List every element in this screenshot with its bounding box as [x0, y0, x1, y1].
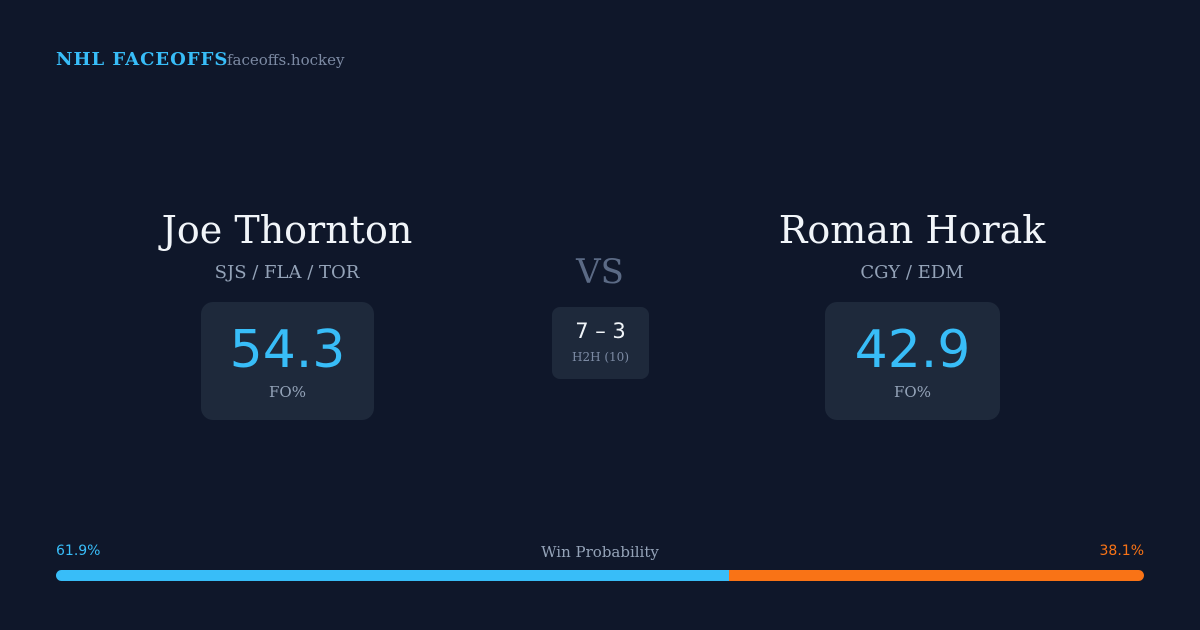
- win-prob-bar: [56, 570, 1144, 581]
- stat-value: 42.9: [854, 320, 971, 380]
- win-prob-title: Win Probability: [541, 543, 659, 561]
- site-link[interactable]: faceoffs.hockey: [227, 51, 345, 69]
- player-teams: SJS / FLA / TOR: [214, 262, 360, 283]
- win-prob-segment: [56, 570, 730, 581]
- player-name: Roman Horak: [778, 208, 1046, 252]
- brand: NHL FACEOFFS: [56, 49, 229, 70]
- stat-value: 54.3: [229, 320, 346, 380]
- stat-box: 42.9 FO%: [825, 302, 1000, 420]
- win-prob-segment: [729, 570, 1144, 581]
- versus: VS: [576, 252, 624, 292]
- stat-label: FO%: [269, 383, 306, 401]
- h2h-box: 7 – 3 H2H (10): [552, 307, 649, 379]
- stat-box: 54.3 FO%: [201, 302, 374, 420]
- h2h-label: H2H (10): [571, 350, 629, 364]
- player-name: Joe Thornton: [161, 208, 413, 252]
- win-prob-label: 61.9%: [56, 543, 101, 559]
- stat-label: FO%: [894, 383, 931, 401]
- win-prob-label: 38.1%: [1099, 543, 1144, 559]
- h2h-score: 7 – 3: [575, 319, 626, 343]
- player-teams: CGY / EDM: [860, 262, 964, 283]
